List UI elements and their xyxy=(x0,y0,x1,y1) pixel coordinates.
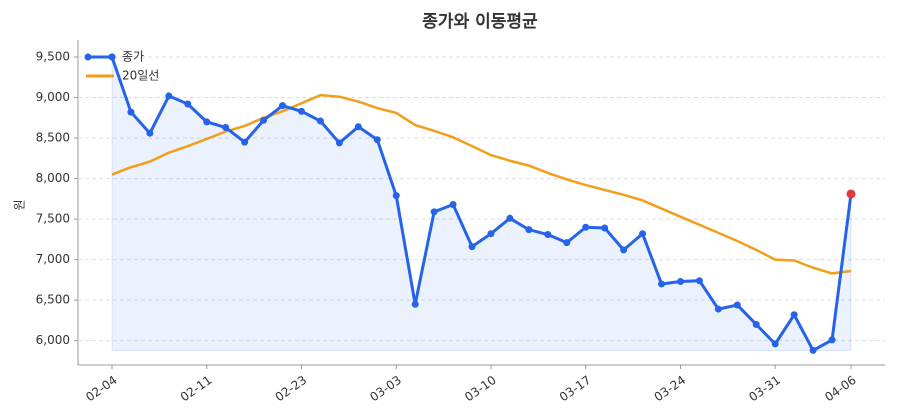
point xyxy=(184,100,192,108)
point xyxy=(354,123,362,131)
legend-marker xyxy=(108,53,116,61)
last-point xyxy=(846,189,856,199)
point xyxy=(676,278,684,286)
point xyxy=(146,129,154,137)
series-line xyxy=(110,56,853,353)
x-tick-label: 03-17 xyxy=(557,373,594,404)
point xyxy=(127,108,135,116)
point xyxy=(449,201,457,209)
point xyxy=(828,336,836,344)
point xyxy=(222,124,230,132)
point xyxy=(752,320,760,328)
x-tick-label: 02-04 xyxy=(83,373,120,404)
point xyxy=(411,300,419,308)
y-tick-label: 6,000 xyxy=(36,333,70,347)
point xyxy=(316,117,324,125)
legend-label: 종가 xyxy=(122,50,144,64)
y-tick-label: 8,500 xyxy=(36,131,70,145)
point xyxy=(506,214,514,222)
point xyxy=(639,230,647,238)
x-tick-label: 02-11 xyxy=(178,373,215,404)
point xyxy=(335,139,343,147)
point xyxy=(563,239,571,247)
point xyxy=(790,311,798,319)
y-tick-label: 9,000 xyxy=(36,90,70,104)
point xyxy=(809,346,817,354)
point xyxy=(165,92,173,100)
point xyxy=(658,280,666,288)
legend-label: 20일선 xyxy=(122,69,159,83)
x-tick-label: 04-06 xyxy=(822,373,859,404)
x-tick-label: 03-03 xyxy=(367,373,404,404)
point xyxy=(487,230,495,238)
legend-marker xyxy=(84,53,92,61)
legend: 종가 20일선 xyxy=(84,50,159,83)
point xyxy=(260,116,268,124)
point xyxy=(714,305,722,313)
x-tick-label: 03-31 xyxy=(746,373,783,404)
point xyxy=(203,118,211,126)
point xyxy=(695,277,703,285)
point xyxy=(771,340,779,348)
point xyxy=(373,136,381,144)
y-tick-label: 6,500 xyxy=(36,293,70,307)
x-tick-label: 03-10 xyxy=(462,373,499,404)
y-tick-label: 9,500 xyxy=(36,50,70,64)
y-tick-label: 7,000 xyxy=(36,252,70,266)
point xyxy=(392,192,400,200)
y-axis-label: 원 xyxy=(13,199,27,210)
y-tick-label: 7,500 xyxy=(36,212,70,226)
point xyxy=(582,223,590,231)
series-line xyxy=(111,93,852,275)
point xyxy=(733,301,741,309)
point xyxy=(601,224,609,232)
x-tick-label: 02-23 xyxy=(273,373,310,404)
point xyxy=(430,208,438,216)
chart-title: 종가와 이동평균 xyxy=(422,12,538,32)
point xyxy=(468,243,476,251)
x-tick-label: 03-24 xyxy=(652,373,689,404)
point xyxy=(544,231,552,239)
point xyxy=(620,246,628,254)
point xyxy=(525,226,533,234)
point xyxy=(241,138,249,146)
point xyxy=(297,107,305,115)
point xyxy=(279,102,287,110)
y-tick-label: 8,000 xyxy=(36,171,70,185)
